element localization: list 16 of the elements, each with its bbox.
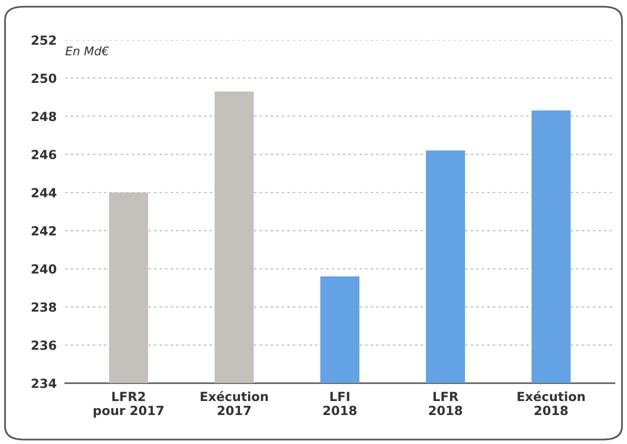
x-tick-label: Exécution 2018 xyxy=(518,391,585,416)
y-tick-label: 246 xyxy=(32,150,56,160)
y-tick-label: 250 xyxy=(32,74,56,84)
y-tick-label: 252 xyxy=(32,35,56,45)
y-tick-label: 244 xyxy=(32,188,56,198)
x-tick-label: LFI 2018 xyxy=(323,392,356,416)
chart-subtitle: En Md€ xyxy=(66,46,109,56)
y-tick-label: 238 xyxy=(32,302,56,312)
y-tick-label: 248 xyxy=(32,112,56,122)
y-tick-label: 234 xyxy=(32,378,56,388)
y-tick-label: 242 xyxy=(32,226,56,236)
x-tick-label: LFR2 pour 2017 xyxy=(94,392,164,418)
y-tick-label: 236 xyxy=(32,340,56,350)
x-tick-label: Exécution 2017 xyxy=(200,391,268,416)
y-tick-label: 240 xyxy=(32,264,56,274)
x-tick-label: LFR 2018 xyxy=(429,392,462,416)
